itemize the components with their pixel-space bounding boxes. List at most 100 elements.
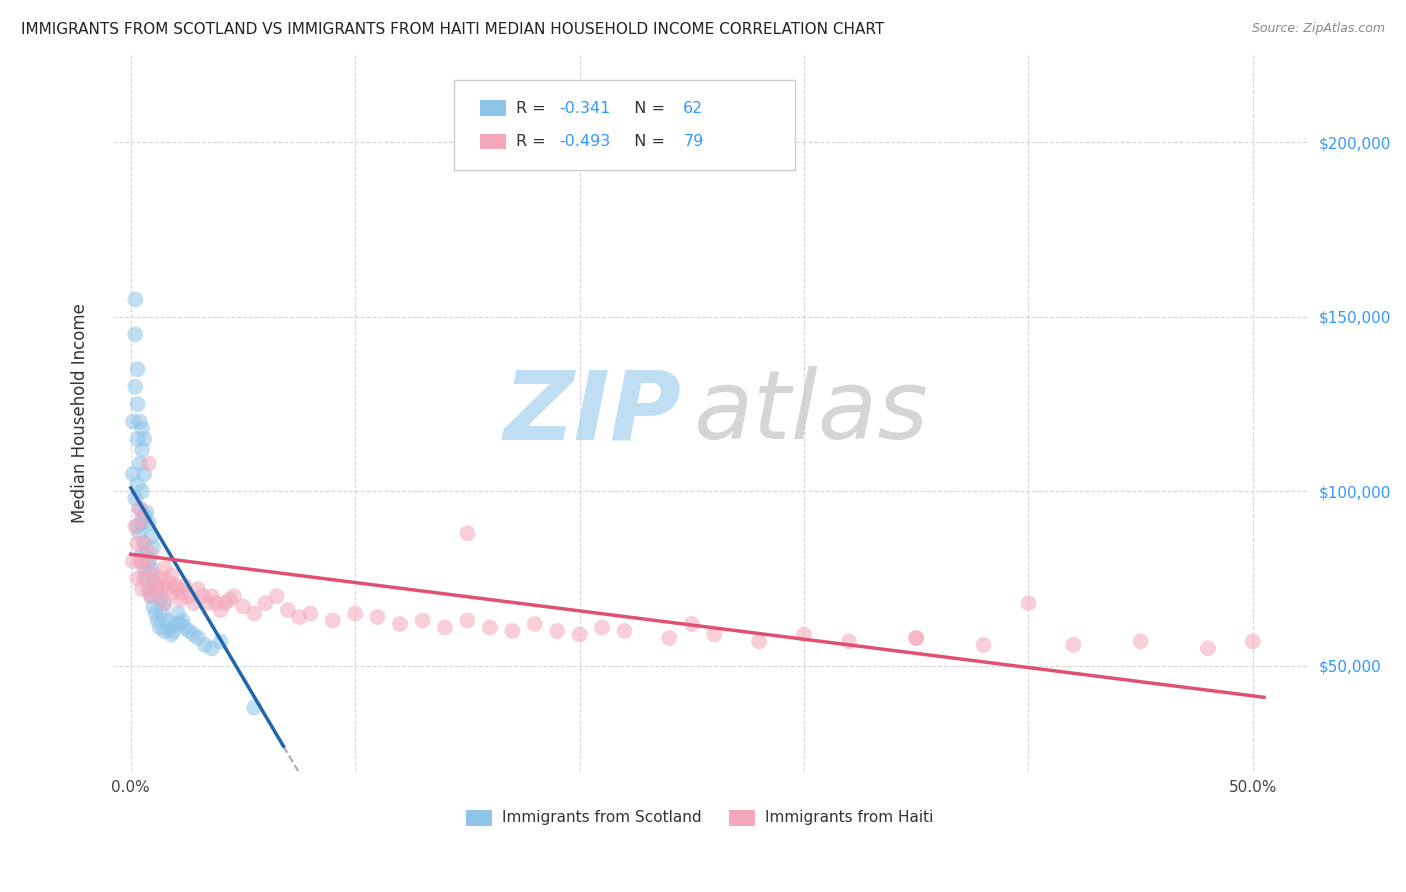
FancyBboxPatch shape (454, 80, 794, 169)
Point (456, 614, 478, 628)
Bar (479, 101, 506, 116)
Point (1241, 634, 1264, 648)
Point (145, 579, 167, 593)
Point (127, 572, 149, 586)
Point (131, 547, 153, 561)
Point (277, 603, 299, 617)
Point (167, 582, 190, 596)
Point (138, 582, 160, 596)
Point (139, 589, 162, 603)
Point (254, 596, 277, 610)
Point (134, 537, 156, 551)
Point (134, 537, 156, 551)
Point (613, 624, 636, 638)
Point (128, 554, 150, 568)
Point (195, 596, 218, 610)
Point (142, 540, 165, 554)
Text: R =: R = (516, 101, 551, 116)
Point (1062, 638, 1084, 652)
Text: atlas: atlas (693, 367, 928, 459)
Point (142, 568, 165, 582)
Point (138, 516, 160, 530)
Point (162, 585, 184, 599)
Point (1017, 596, 1039, 610)
Point (194, 638, 217, 652)
Point (131, 516, 153, 530)
Point (232, 599, 254, 614)
Point (128, 415, 150, 429)
Point (146, 614, 169, 628)
Point (138, 582, 160, 596)
Point (205, 596, 228, 610)
Point (153, 561, 176, 575)
Y-axis label: Median Household Income: Median Household Income (72, 303, 89, 523)
Point (153, 596, 176, 610)
Point (478, 620, 501, 634)
Point (179, 589, 201, 603)
Point (122, 467, 145, 481)
Point (905, 631, 928, 645)
Bar (728, 810, 755, 826)
Point (172, 614, 194, 628)
Point (183, 627, 205, 641)
Point (135, 505, 157, 519)
Point (157, 575, 180, 590)
Point (165, 579, 187, 593)
Point (139, 561, 162, 575)
Text: -0.493: -0.493 (560, 134, 610, 149)
Point (127, 362, 149, 376)
Point (128, 457, 150, 471)
Point (157, 620, 180, 634)
Point (131, 421, 153, 435)
Point (131, 484, 153, 499)
Point (501, 624, 523, 638)
Point (124, 327, 146, 342)
Point (681, 617, 703, 632)
Point (149, 592, 172, 607)
Point (1197, 641, 1219, 656)
Point (134, 467, 156, 481)
Point (187, 582, 209, 596)
Point (209, 603, 232, 617)
Point (149, 572, 172, 586)
Point (367, 610, 389, 624)
Point (134, 432, 156, 446)
Point (389, 617, 412, 632)
Point (127, 432, 149, 446)
Point (266, 589, 288, 603)
Text: 79: 79 (683, 134, 703, 149)
Text: ZIP: ZIP (503, 367, 681, 459)
Point (146, 585, 169, 599)
Point (142, 572, 165, 586)
Point (322, 614, 344, 628)
Point (179, 624, 201, 638)
Point (173, 620, 195, 634)
Point (142, 599, 165, 614)
Point (183, 596, 205, 610)
Point (134, 572, 156, 586)
Point (169, 617, 191, 632)
Bar (465, 810, 492, 826)
Text: IMMIGRANTS FROM SCOTLAND VS IMMIGRANTS FROM HAITI MEDIAN HOUSEHOLD INCOME CORREL: IMMIGRANTS FROM SCOTLAND VS IMMIGRANTS F… (21, 22, 884, 37)
Text: -0.341: -0.341 (560, 101, 610, 116)
Point (145, 607, 167, 621)
Point (128, 501, 150, 516)
Point (153, 624, 176, 638)
Point (138, 457, 160, 471)
Point (139, 530, 162, 544)
Point (169, 592, 191, 607)
Point (131, 512, 153, 526)
Point (1129, 634, 1152, 648)
Point (456, 526, 478, 541)
Point (139, 547, 162, 561)
Point (288, 610, 311, 624)
Point (200, 589, 222, 603)
Point (658, 631, 681, 645)
Text: N =: N = (624, 101, 669, 116)
Point (127, 397, 149, 411)
Text: Source: ZipAtlas.com: Source: ZipAtlas.com (1251, 22, 1385, 36)
Point (127, 519, 149, 533)
Point (209, 634, 232, 648)
Point (793, 627, 815, 641)
Point (523, 617, 546, 632)
